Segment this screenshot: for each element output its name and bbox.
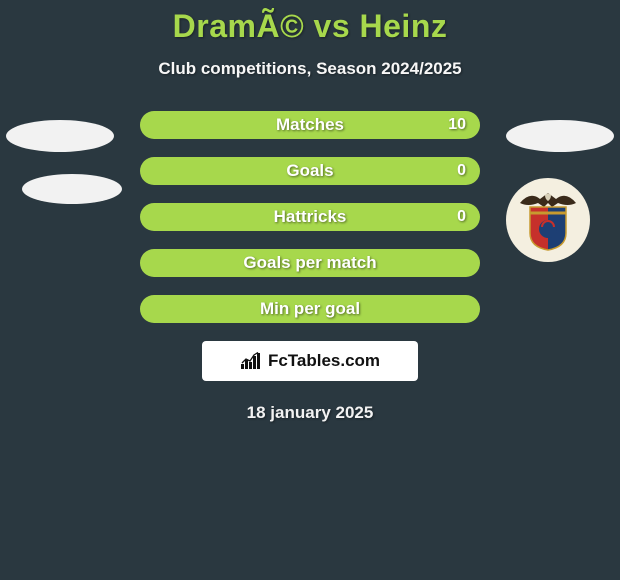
stat-row-goals: Goals 0: [140, 157, 480, 185]
stat-row-matches: Matches 10: [140, 111, 480, 139]
stat-row-goals-per-match: Goals per match: [140, 249, 480, 277]
bars-icon: [240, 352, 262, 370]
player-left-badge: [6, 120, 122, 226]
stat-value: 0: [457, 162, 466, 180]
subtitle: Club competitions, Season 2024/2025: [0, 59, 620, 79]
stat-label: Min per goal: [260, 299, 360, 319]
club-crest: [506, 178, 590, 262]
snapshot-date: 18 january 2025: [0, 403, 620, 423]
shield-icon: [528, 205, 568, 251]
stat-label: Matches: [276, 115, 344, 135]
logo-ellipse: [506, 120, 614, 152]
logo-ellipse: [6, 120, 114, 152]
stat-label: Goals per match: [243, 253, 376, 273]
stat-value: 0: [457, 208, 466, 226]
stat-row-min-per-goal: Min per goal: [140, 295, 480, 323]
brand-label: FcTables.com: [268, 351, 380, 371]
stat-label: Goals: [286, 161, 333, 181]
stat-value: 10: [448, 116, 466, 134]
stat-row-hattricks: Hattricks 0: [140, 203, 480, 231]
brand-badge[interactable]: FcTables.com: [202, 341, 418, 381]
page-title: DramÃ© vs Heinz: [0, 0, 620, 45]
player-right-badge: [506, 120, 614, 152]
logo-ellipse: [22, 174, 122, 204]
stat-label: Hattricks: [274, 207, 347, 227]
